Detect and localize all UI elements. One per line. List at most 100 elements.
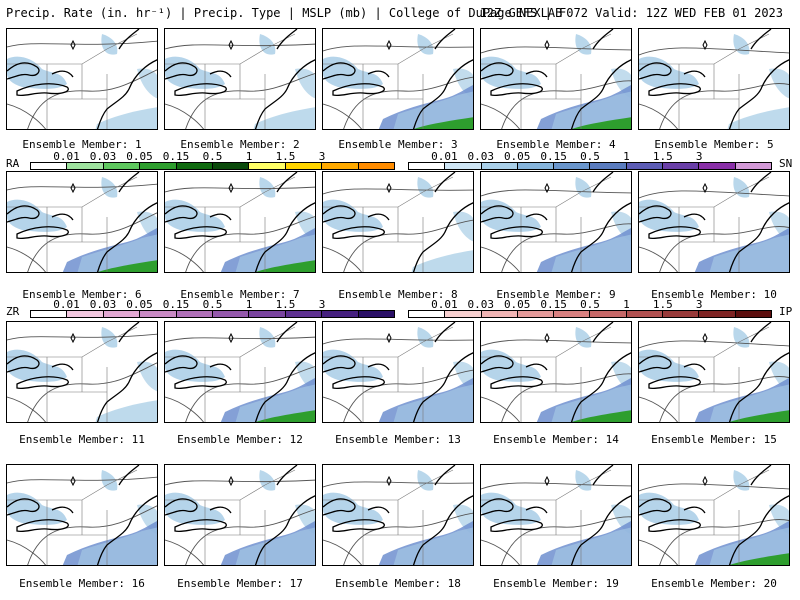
diamond-marker: [228, 182, 234, 194]
legend-swatch: [213, 311, 250, 317]
legend-swatch: [67, 311, 104, 317]
map-svg: [7, 172, 157, 272]
map-svg: [323, 29, 473, 129]
legend-tick-label: 3: [318, 150, 326, 163]
ensemble-map-panel: [480, 321, 632, 423]
coastlines: [323, 172, 473, 272]
ensemble-member-label: Ensemble Member: 16: [19, 577, 145, 590]
ensemble-member-label: Ensemble Member: 3: [338, 138, 458, 151]
isobars: [639, 47, 789, 129]
isobars: [481, 189, 631, 272]
ensemble-map-panel: [6, 321, 158, 423]
ensemble-member-label: Ensemble Member: 18: [335, 577, 461, 590]
legend-tick-label: 3: [318, 298, 326, 311]
coastlines: [165, 172, 315, 272]
boundaries: [165, 176, 296, 272]
legend-swatch: [517, 163, 555, 169]
legend-sn: 0.01 0.03 0.05 0.15 0.5 1 1.5 3: [408, 150, 772, 170]
isobars: [639, 190, 789, 272]
legend-tick-label: 3: [695, 150, 703, 163]
legend-tick-label: 0.15: [540, 298, 567, 311]
ensemble-member-label: Ensemble Member: 9: [496, 288, 616, 301]
coastlines: [639, 322, 789, 422]
ensemble-map-panel: [164, 321, 316, 423]
legend-ip: 0.01 0.03 0.05 0.15 0.5 1 1.5 3: [408, 298, 772, 318]
legend-tick-label: 0.03: [89, 150, 117, 163]
legend-swatch: [322, 311, 359, 317]
legend-swatch: [358, 311, 395, 317]
isobars: [481, 46, 631, 129]
diamond-marker: [544, 39, 550, 51]
ensemble-member-label: Ensemble Member: 13: [335, 433, 461, 446]
ensemble-map-panel: [638, 28, 790, 130]
legend-swatch: [140, 311, 177, 317]
coastlines: [7, 29, 157, 129]
ensemble-map-panel: [480, 171, 632, 273]
ensemble-member-label: Ensemble Member: 5: [654, 138, 774, 151]
coastlines: [165, 322, 315, 422]
map-svg: [165, 322, 315, 422]
legend-swatch: [554, 163, 591, 169]
map-svg: [323, 465, 473, 565]
legend-swatch: [699, 163, 736, 169]
map-svg: [639, 172, 789, 272]
legend-swatch: [176, 163, 214, 169]
header-title-right: 12Z GEFS | F072 Valid: 12Z WED FEB 01 20…: [479, 6, 783, 20]
map-svg: [639, 322, 789, 422]
precip-shading: [323, 327, 473, 422]
precip-shading: [165, 327, 315, 422]
precip-shading: [7, 470, 157, 565]
legend-swatch: [699, 311, 736, 317]
legend-tick-label: 0.01: [53, 150, 80, 163]
coastlines: [639, 172, 789, 272]
ensemble-member-label: Ensemble Member: 7: [180, 288, 300, 301]
legend-color-bar: [408, 310, 772, 318]
diamond-marker: [702, 39, 708, 51]
legend-tick-label: 0.03: [467, 150, 495, 163]
legend-tick-label: 1.5: [275, 150, 296, 163]
boundaries: [323, 176, 454, 272]
boundaries: [481, 176, 612, 272]
isobars: [7, 183, 157, 272]
ensemble-member-label: Ensemble Member: 14: [493, 433, 619, 446]
legend-swatch: [481, 163, 518, 169]
isobars: [323, 45, 473, 129]
ensemble-member-label: Ensemble Member: 1: [22, 138, 142, 151]
isobars: [165, 336, 315, 422]
ensemble-member-label: Ensemble Member: 4: [496, 138, 616, 151]
legend-tick-label: 0.15: [162, 150, 190, 163]
coastlines: [481, 465, 631, 565]
isobars: [639, 483, 789, 565]
boundaries: [165, 33, 296, 129]
legend-zr: 0.01 0.03 0.05 0.15 0.5 1 1.5 3: [30, 298, 395, 318]
coastlines: [7, 322, 157, 422]
legend-swatch: [626, 163, 664, 169]
legend-name-ra: RA: [6, 157, 20, 170]
precip-shading: [165, 34, 315, 129]
map-svg: [165, 465, 315, 565]
legend-swatch: [626, 311, 664, 317]
map-svg: [7, 322, 157, 422]
precip-shading: [7, 327, 157, 422]
isobars: [323, 338, 473, 422]
legend-swatch: [663, 163, 700, 169]
legend-tick-label: 0.15: [162, 298, 190, 311]
isobars: [7, 40, 157, 129]
legend-swatch: [213, 163, 250, 169]
legend-tick-label: 0.5: [580, 298, 600, 311]
legend-swatch: [445, 311, 482, 317]
diamond-marker: [228, 39, 234, 51]
ensemble-map-panel: [6, 28, 158, 130]
precip-shading: [7, 177, 157, 272]
legend-color-bar: [408, 162, 772, 170]
ensemble-member-label: Ensemble Member: 15: [651, 433, 777, 446]
map-svg: [323, 322, 473, 422]
legend-swatch: [103, 163, 141, 169]
coastlines: [481, 29, 631, 129]
legend-tick-label: 0.5: [202, 150, 223, 163]
map-svg: [165, 29, 315, 129]
legend-tick-label: 1.5: [275, 298, 296, 311]
legend-swatch: [663, 311, 700, 317]
isobars: [165, 479, 315, 565]
boundaries: [323, 326, 454, 422]
